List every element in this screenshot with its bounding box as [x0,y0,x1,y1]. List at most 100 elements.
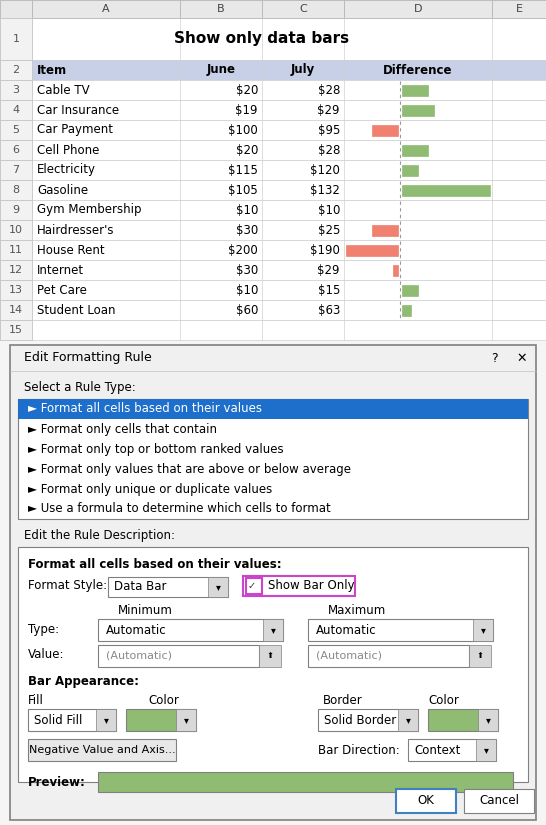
Text: 4: 4 [13,105,20,115]
Text: $105: $105 [228,183,258,196]
Text: Value:: Value: [28,648,64,662]
Bar [0,140,546,160]
Text: $28: $28 [318,83,340,97]
Bar [0,18,546,60]
Bar [476,739,496,761]
Text: OK: OK [418,794,435,808]
Text: Student Loan: Student Loan [37,304,116,317]
Bar [0,260,32,280]
Text: Cancel: Cancel [479,794,519,808]
Text: ▾: ▾ [216,582,221,592]
Text: ► Format all cells based on their values: ► Format all cells based on their values [28,403,262,416]
Bar [396,789,456,813]
Bar [372,224,398,235]
Bar [0,140,32,160]
Bar [10,345,536,820]
Bar [0,0,546,18]
Bar [0,100,546,120]
Bar [0,120,32,140]
Text: 12: 12 [9,265,23,275]
Bar [0,280,32,300]
Text: ▾: ▾ [183,715,188,725]
Text: Fill: Fill [28,694,44,706]
Text: ► Format only cells that contain: ► Format only cells that contain [28,422,217,436]
Bar [0,280,546,300]
Text: ► Use a formula to determine which cells to format: ► Use a formula to determine which cells… [28,502,331,516]
Text: E: E [515,4,523,14]
Bar [18,547,528,782]
Text: $10: $10 [236,204,258,216]
Bar [0,300,546,320]
Bar [108,577,228,597]
Text: $29: $29 [318,103,340,116]
Bar [28,739,176,761]
Text: $28: $28 [318,144,340,157]
Bar [0,0,32,18]
Bar [393,265,398,276]
Bar [0,200,32,220]
Bar [464,789,534,813]
Text: ▾: ▾ [406,715,411,725]
Text: Format Style:: Format Style: [28,578,107,592]
Bar [402,285,418,295]
Text: $29: $29 [318,263,340,276]
Text: ▾: ▾ [485,715,490,725]
Bar [344,0,492,18]
Text: $19: $19 [235,103,258,116]
Bar [0,260,546,280]
Text: Item: Item [37,64,67,77]
Text: $95: $95 [318,124,340,136]
Text: ✓: ✓ [248,581,256,591]
Text: Data Bar: Data Bar [114,581,167,593]
Text: ?: ? [491,351,497,365]
Text: $115: $115 [228,163,258,177]
Bar [0,200,546,220]
Bar [96,709,116,731]
Bar [98,645,259,667]
Bar [0,160,546,180]
Text: (Automatic): (Automatic) [106,651,172,661]
Text: B: B [217,4,225,14]
Bar [0,80,546,100]
Bar [478,709,498,731]
Text: A: A [102,4,110,14]
Bar [402,144,428,155]
Text: $20: $20 [236,83,258,97]
Bar [492,0,546,18]
Text: $100: $100 [228,124,258,136]
Bar [0,60,32,80]
Text: Solid Fill: Solid Fill [34,714,82,727]
Text: $30: $30 [236,224,258,237]
Text: Negative Value and Axis...: Negative Value and Axis... [29,745,175,755]
Text: Cell Phone: Cell Phone [37,144,99,157]
Text: Bar Appearance:: Bar Appearance: [28,676,139,689]
Bar [308,619,493,641]
Text: ⬆: ⬆ [266,652,274,661]
Text: $190: $190 [310,243,340,257]
Text: 11: 11 [9,245,23,255]
Text: 8: 8 [13,185,20,195]
Text: Minimum: Minimum [118,604,173,616]
Bar [473,619,493,641]
Text: Gym Membership: Gym Membership [37,204,141,216]
Bar [0,120,546,140]
Bar [408,739,496,761]
Text: 9: 9 [13,205,20,215]
Bar [346,244,398,256]
Text: Border: Border [323,694,363,706]
Text: Show only data bars: Show only data bars [174,31,349,46]
Text: ► Format only unique or duplicate values: ► Format only unique or duplicate values [28,483,272,496]
Bar [0,80,32,100]
Text: House Rent: House Rent [37,243,105,257]
Bar [0,18,32,60]
Bar [0,320,32,340]
Bar [0,60,546,80]
Text: Type:: Type: [28,623,59,635]
Bar [402,164,418,176]
Text: 14: 14 [9,305,23,315]
Text: Pet Care: Pet Care [37,284,87,296]
Text: Internet: Internet [37,263,84,276]
Text: Difference: Difference [383,64,453,77]
Text: Edit the Rule Description:: Edit the Rule Description: [24,530,175,543]
Text: ✕: ✕ [517,351,527,365]
